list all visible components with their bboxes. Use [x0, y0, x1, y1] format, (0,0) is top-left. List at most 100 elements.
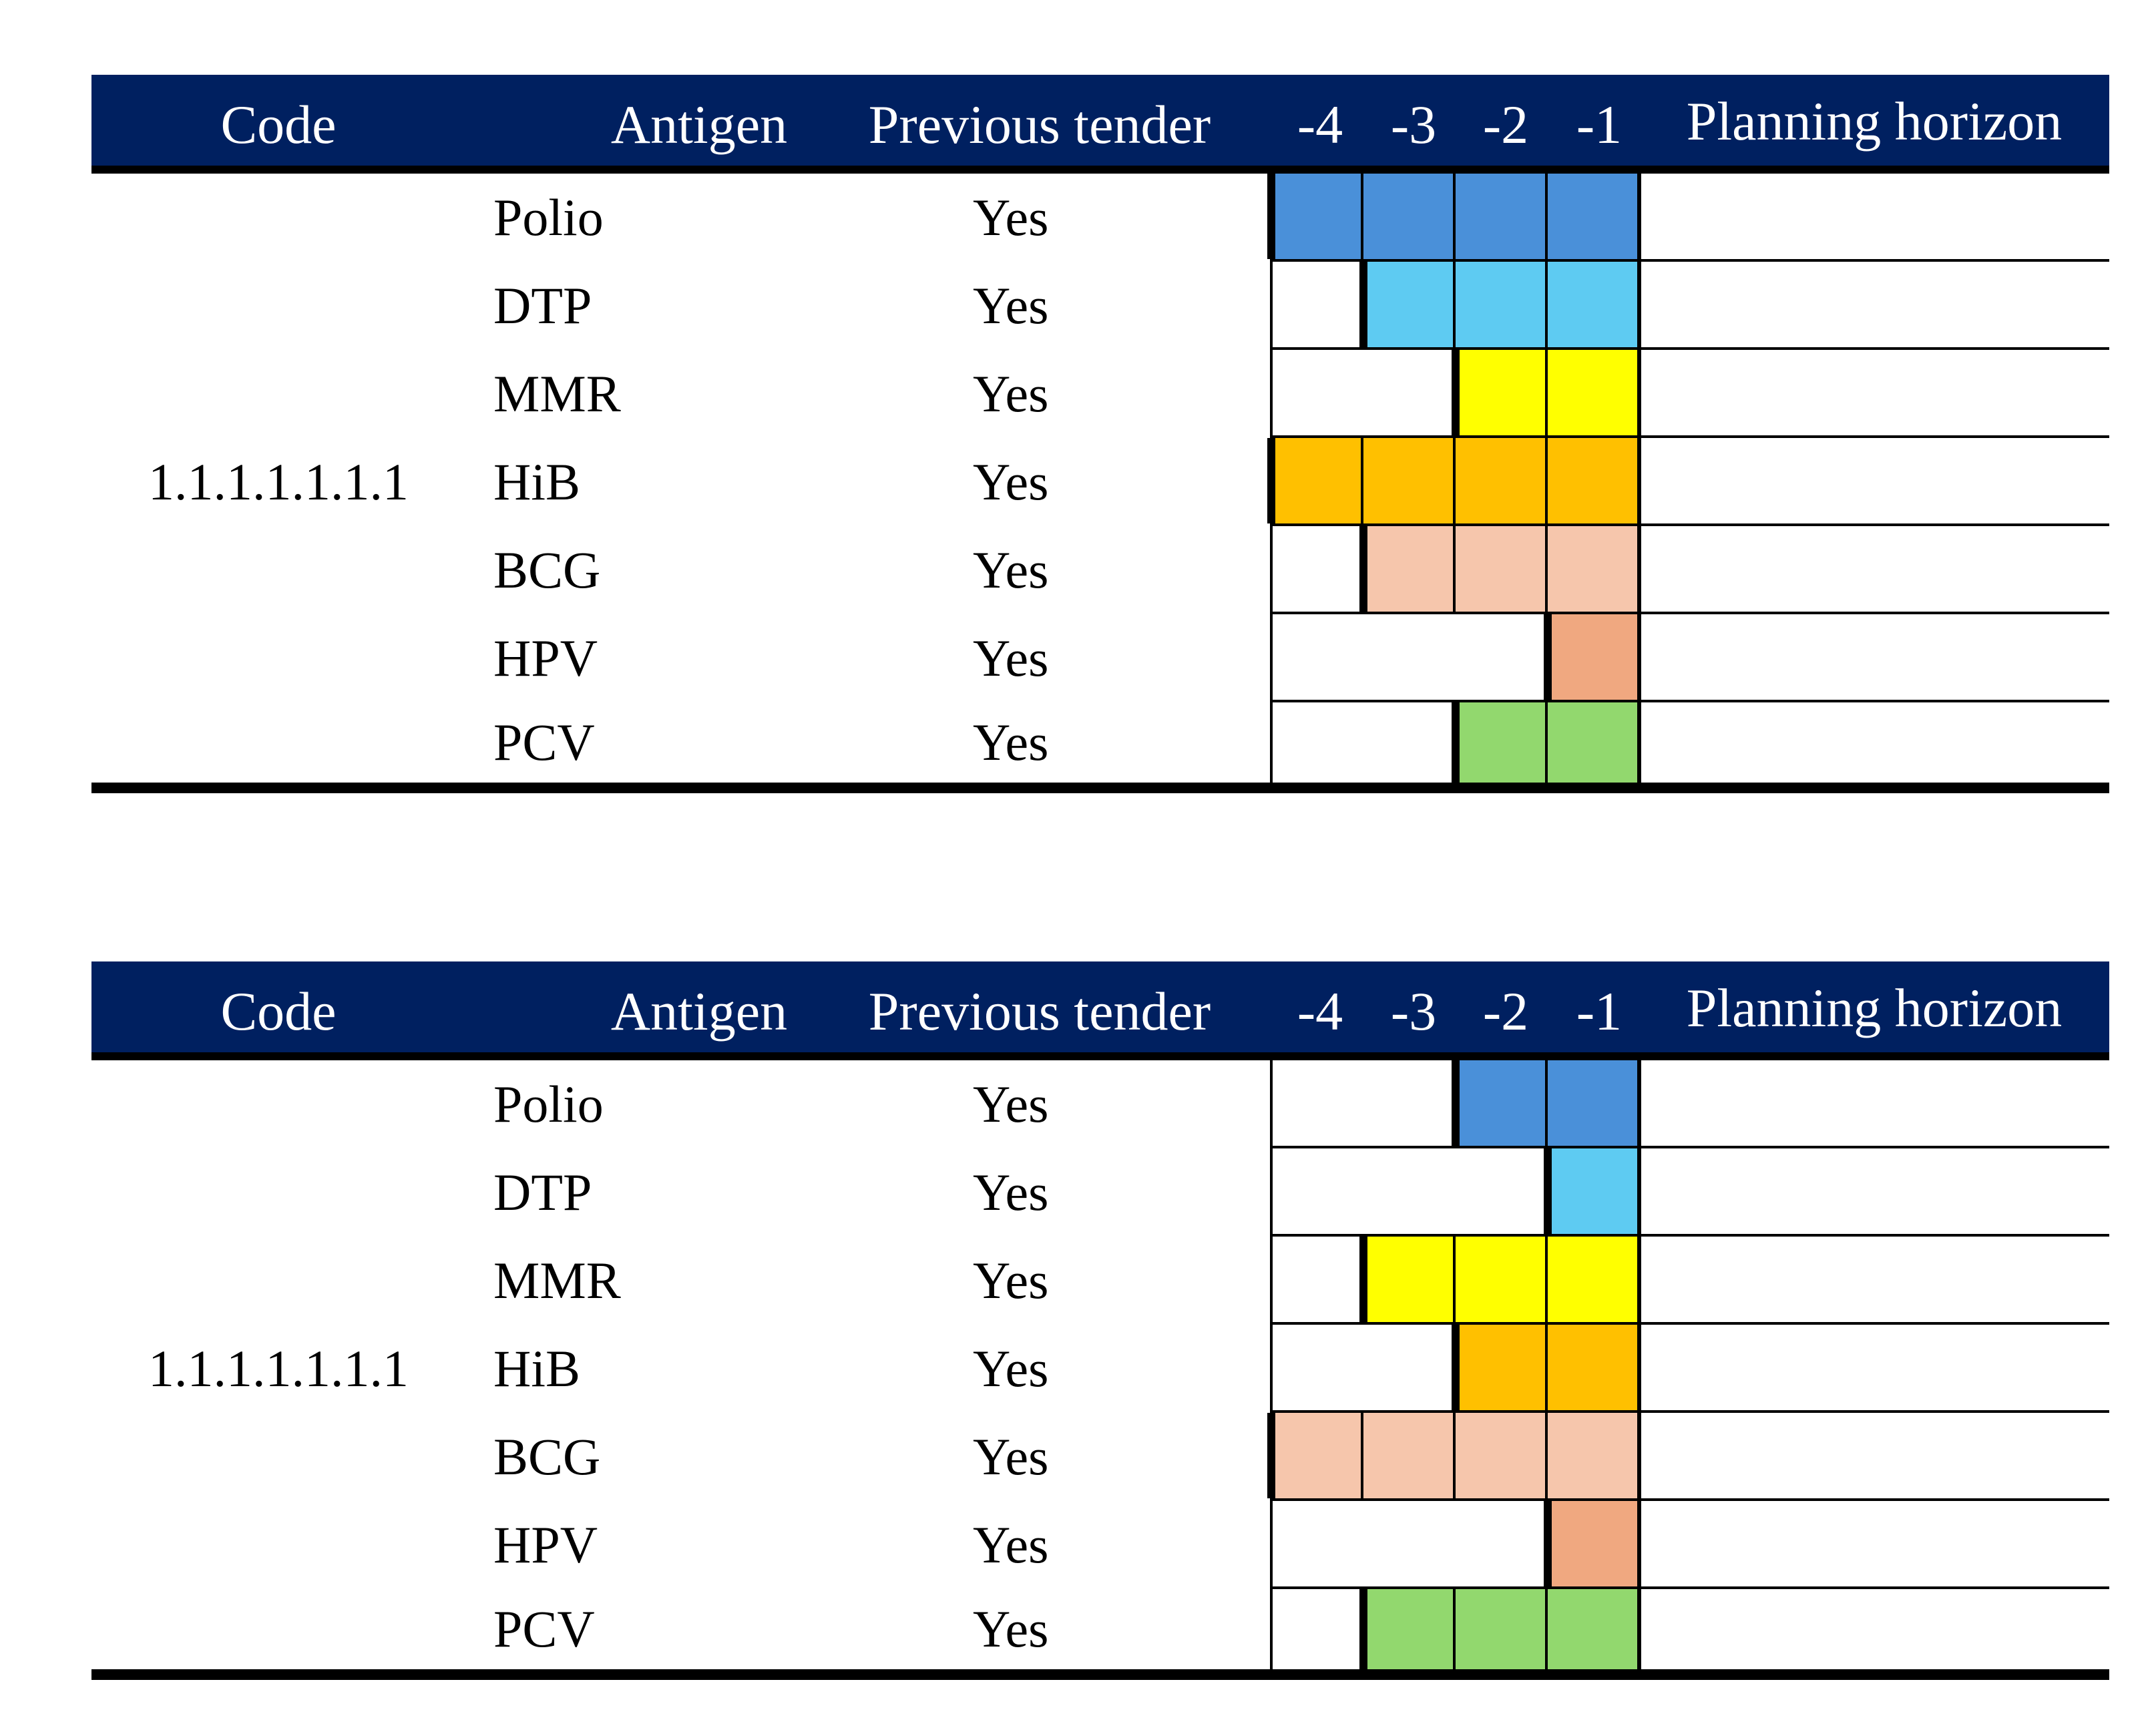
period-cell-filled: [1548, 1325, 1640, 1410]
period-cell-filled: [1456, 702, 1548, 783]
row-divider: [1271, 347, 2109, 350]
grid-left-border: [1270, 1060, 1273, 1673]
table-body: 1.1.1.1.1.1.1 Polio Yes DTP Yes MMR Yes HiB Yes B…: [91, 1060, 2109, 1681]
grid-right-border: [1639, 174, 1641, 259]
table-row: PCV Yes: [91, 1589, 2109, 1669]
period-cell-filled: [1456, 174, 1548, 259]
tender-start-marker: [1452, 350, 1460, 435]
header-period: -4: [1297, 94, 1343, 155]
table-body: 1.1.1.1.1.1.1 Polio Yes DTP Yes MMR Yes HiB Yes B…: [91, 174, 2109, 795]
grid-right-border: [1639, 1060, 1641, 1146]
tender-start-marker: [1544, 1501, 1552, 1586]
previous-tender-value: Yes: [973, 1075, 1049, 1133]
table-bottom-rule: [91, 783, 2109, 793]
table-row: BCG Yes: [91, 526, 2109, 614]
row-divider: [1271, 1498, 2109, 1501]
table-row: HiB Yes: [91, 438, 2109, 526]
tender-start-marker: [1359, 1237, 1367, 1322]
period-cell-filled: [1548, 1060, 1640, 1146]
row-divider: [1271, 1586, 2109, 1589]
period-cell-filled: [1548, 1148, 1640, 1234]
tender-start-marker: [1267, 438, 1275, 523]
header-previous-tender: Previous tender: [868, 981, 1211, 1042]
period-cell-filled: [1456, 1413, 1548, 1498]
previous-tender-value: Yes: [973, 1600, 1049, 1658]
period-cell-filled: [1548, 1237, 1640, 1322]
antigen-label: HiB: [493, 1339, 581, 1397]
grid-right-border: [1639, 350, 1641, 435]
antigen-label: PCV: [493, 713, 595, 771]
header-antigen: Antigen: [610, 981, 788, 1042]
period-cell-filled: [1548, 1413, 1640, 1498]
header-previous-tender: Previous tender: [868, 94, 1211, 155]
table-row: BCG Yes: [91, 1413, 2109, 1501]
table-row: HPV Yes: [91, 1501, 2109, 1589]
antigen-label: DTP: [493, 1163, 592, 1221]
tender-start-marker: [1359, 526, 1367, 612]
period-cell-filled: [1271, 1413, 1363, 1498]
header-rule: [91, 166, 2109, 174]
row-divider: [1271, 1146, 2109, 1148]
tender-start-marker: [1359, 1589, 1367, 1669]
grid-right-border: [1639, 614, 1641, 700]
grid-right-border: [1639, 1501, 1641, 1586]
period-cell-filled: [1548, 526, 1640, 612]
antigen-label: HPV: [493, 1516, 598, 1574]
row-divider: [1271, 1322, 2109, 1325]
header-planning-horizon: Planning horizon: [1686, 978, 2063, 1038]
grid-right-border: [1639, 702, 1641, 783]
period-cell-filled: [1271, 174, 1363, 259]
previous-tender-value: Yes: [973, 1428, 1049, 1486]
previous-tender-value: Yes: [973, 1339, 1049, 1397]
header-period: -1: [1576, 94, 1623, 155]
grid-right-border: [1639, 262, 1641, 347]
period-cell-filled: [1456, 438, 1548, 523]
table-row: PCV Yes: [91, 702, 2109, 783]
tender-start-marker: [1452, 1060, 1460, 1146]
period-cell-filled: [1548, 702, 1640, 783]
header-period: -1: [1576, 981, 1623, 1042]
table-row: DTP Yes: [91, 1148, 2109, 1237]
antigen-label: HPV: [493, 629, 598, 687]
period-cell-filled: [1363, 1413, 1456, 1498]
code-cell: 1.1.1.1.1.1.1: [148, 1339, 409, 1397]
period-cell-filled: [1363, 174, 1456, 259]
table-row: HPV Yes: [91, 614, 2109, 702]
header-period: -2: [1482, 94, 1529, 155]
antigen-label: Polio: [493, 1075, 604, 1133]
antigen-label: MMR: [493, 1251, 621, 1309]
header-rule: [91, 1052, 2109, 1060]
header-period: -3: [1390, 94, 1437, 155]
header-period: -3: [1390, 981, 1437, 1042]
grid-right-border: [1639, 438, 1641, 523]
table-row: MMR Yes: [91, 350, 2109, 438]
antigen-label: PCV: [493, 1600, 595, 1658]
period-cell-filled: [1456, 1589, 1548, 1669]
period-cell-filled: [1363, 262, 1456, 347]
period-cell-filled: [1363, 526, 1456, 612]
grid-right-border: [1639, 526, 1641, 612]
table-header: Code Antigen Previous tender -4 -3 -2 -1 Planni…: [91, 961, 2109, 1052]
grid-right-border: [1639, 1413, 1641, 1498]
previous-tender-value: Yes: [973, 713, 1049, 771]
schedule-panel: Code Antigen Previous tender -4 -3 -2 -1 Planni…: [91, 961, 2109, 1680]
header-period: -2: [1482, 981, 1529, 1042]
table-row: Polio Yes: [91, 1060, 2109, 1148]
schedule-panel: Code Antigen Previous tender -4 -3 -2 -1 Planni…: [91, 75, 2109, 793]
period-cell-filled: [1363, 1589, 1456, 1669]
antigen-label: BCG: [493, 541, 601, 599]
period-cell-filled: [1456, 1325, 1548, 1410]
antigen-label: HiB: [493, 453, 581, 511]
row-divider: [1271, 700, 2109, 702]
period-cell-filled: [1548, 614, 1640, 700]
header-planning-horizon: Planning horizon: [1686, 91, 2063, 152]
tender-start-marker: [1452, 702, 1460, 783]
row-divider: [1271, 612, 2109, 614]
period-cell-filled: [1456, 526, 1548, 612]
period-cell-filled: [1456, 350, 1548, 435]
antigen-label: MMR: [493, 365, 621, 423]
antigen-label: Polio: [493, 188, 604, 246]
table-row: Polio Yes: [91, 174, 2109, 262]
row-divider: [1271, 259, 2109, 262]
tender-start-marker: [1359, 262, 1367, 347]
